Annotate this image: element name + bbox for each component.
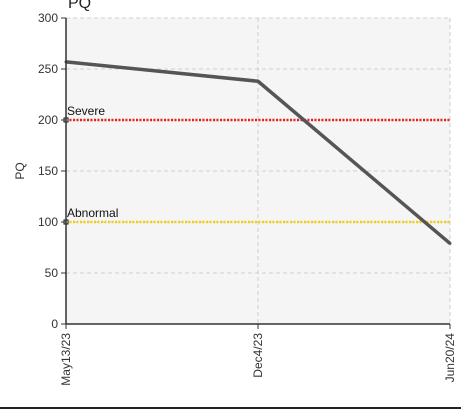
y-axis-title: PQ — [13, 162, 27, 179]
data-point — [256, 79, 260, 83]
reference-label-abnormal: Abnormal — [67, 206, 118, 220]
y-tick-label: 150 — [38, 164, 58, 178]
y-tick-label: 200 — [38, 113, 58, 127]
x-tick-label: Jun20/24 — [443, 333, 457, 383]
reference-label-severe: Severe — [67, 104, 105, 118]
x-tick-label: May13/23 — [59, 333, 73, 386]
y-tick-label: 300 — [38, 11, 58, 25]
x-tick-label: Dec4/23 — [251, 333, 265, 378]
axes: 0 50 100 150 200 250 300 May13/23 Dec4/23 Jun20/2… — [38, 11, 457, 386]
chart-title: PQ — [68, 0, 91, 12]
bottom-divider — [0, 407, 461, 409]
y-tick-label: 0 — [51, 317, 58, 331]
data-point — [448, 241, 452, 245]
y-tick-label: 50 — [45, 266, 59, 280]
y-tick-label: 100 — [38, 215, 58, 229]
y-tick-label: 250 — [38, 62, 58, 76]
